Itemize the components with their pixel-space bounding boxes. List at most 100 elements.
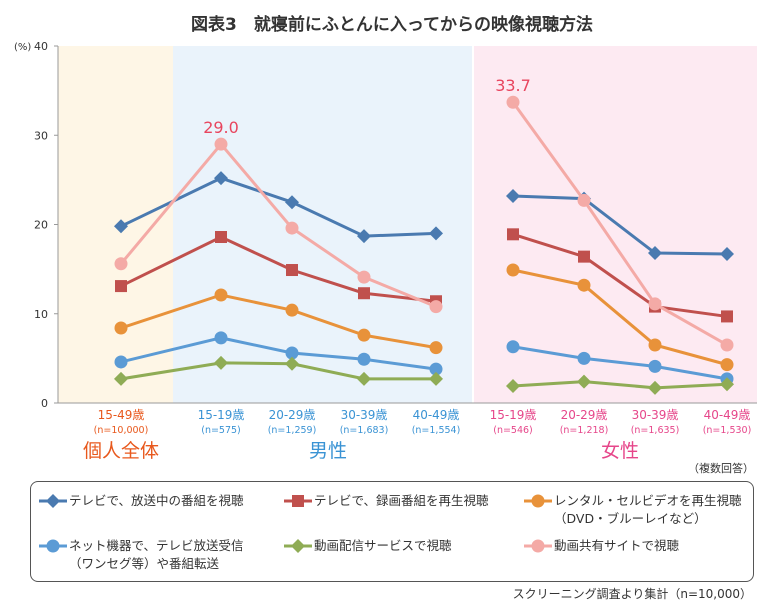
data-point	[577, 193, 591, 207]
x-tick-n: (n=10,000)	[94, 425, 149, 436]
data-point	[285, 346, 299, 360]
data-point	[506, 188, 520, 203]
legend-marker-icon	[284, 495, 312, 507]
data-label: 29.0	[203, 118, 239, 137]
data-point	[648, 246, 662, 261]
y-tick-label: 20	[34, 219, 48, 232]
data-point	[429, 371, 443, 386]
x-tick-label: 15-19歳	[198, 408, 245, 422]
data-point	[214, 355, 228, 370]
data-point	[648, 297, 662, 311]
legend-label: レンタル・セルビデオを再生視聴 （DVD・ブルーレイなど）	[554, 493, 742, 526]
legend-marker-icon	[39, 494, 67, 508]
chart-title: 図表3 就寝前にふとんに入ってからの映像視聴方法	[191, 15, 593, 35]
series-line	[512, 345, 728, 381]
series-line	[512, 232, 728, 318]
series-2	[114, 263, 734, 372]
data-point	[578, 250, 590, 263]
data-point	[648, 338, 662, 352]
data-point	[291, 539, 305, 553]
x-tick-n: (n=1,683)	[340, 425, 389, 436]
x-tick-label: 20-29歳	[561, 408, 608, 422]
data-point	[531, 539, 545, 553]
data-point	[286, 264, 298, 277]
data-point	[720, 338, 734, 352]
data-point	[114, 321, 128, 335]
legend-item: レンタル・セルビデオを再生視聴 （DVD・ブルーレイなど）	[524, 492, 742, 528]
y-tick-label: 0	[41, 397, 48, 410]
data-point	[357, 270, 371, 284]
data-point	[648, 359, 662, 373]
data-point	[358, 287, 370, 300]
data-point	[285, 221, 299, 235]
x-tick-label: 15-19歳	[490, 408, 537, 422]
legend-item: 動画共有サイトで視聴	[524, 537, 679, 555]
group-label: 女性	[601, 440, 639, 462]
data-point	[577, 351, 591, 365]
data-label: 33.7	[495, 76, 531, 95]
legend-label: ネット機器で、テレビ放送受信 （ワンセグ等）や番組転送	[69, 538, 244, 571]
y-unit: (%)	[14, 42, 31, 53]
data-point	[507, 228, 519, 241]
legend: テレビで、放送中の番組を視聴 テレビで、録画番組を再生視聴 レンタル・セルビデオを再…	[30, 481, 754, 582]
data-point	[114, 355, 128, 369]
y-tick-label: 40	[34, 40, 48, 53]
x-tick-n: (n=1,530)	[703, 425, 752, 436]
legend-label: 動画共有サイトで視聴	[554, 538, 680, 553]
data-point	[429, 362, 443, 376]
series-line	[512, 194, 728, 256]
data-point	[429, 341, 443, 355]
legend-item: 動画配信サービスで視聴	[284, 537, 452, 555]
legend-marker-icon	[524, 539, 552, 553]
data-point	[506, 95, 520, 109]
data-point	[429, 226, 443, 241]
data-point	[357, 371, 371, 386]
data-point	[357, 229, 371, 244]
x-tick-label: 40-49歳	[704, 408, 751, 422]
y-tick-label: 10	[34, 308, 48, 321]
x-tick-n: (n=1,635)	[631, 425, 680, 436]
x-tick-n: (n=1,554)	[412, 425, 461, 436]
data-point	[506, 379, 520, 394]
x-tick-label: 15-49歳	[98, 408, 145, 422]
data-point	[577, 374, 591, 389]
legend-label: 動画配信サービスで視聴	[314, 538, 452, 553]
data-point	[46, 539, 60, 553]
source-note: スクリーニング調査より集計（n=10,000）	[512, 587, 752, 601]
series-line	[512, 268, 728, 367]
data-point	[214, 171, 228, 186]
series-line	[512, 380, 728, 390]
data-point	[215, 230, 227, 243]
data-point	[720, 246, 734, 261]
data-point	[506, 263, 520, 277]
x-tick-n: (n=1,218)	[560, 425, 609, 436]
data-point	[46, 494, 60, 508]
legend-label: テレビで、録画番組を再生視聴	[314, 493, 489, 508]
data-point	[429, 300, 443, 314]
legend-item: ネット機器で、テレビ放送受信 （ワンセグ等）や番組転送	[39, 537, 244, 573]
data-point	[114, 219, 128, 234]
series-4	[114, 355, 734, 395]
data-point	[720, 377, 734, 392]
data-point	[214, 137, 228, 151]
data-point	[357, 328, 371, 342]
data-point	[292, 495, 304, 507]
multi-answer-note: （複数回答）	[688, 462, 754, 475]
data-point	[285, 195, 299, 210]
data-point	[214, 288, 228, 302]
data-point	[285, 303, 299, 317]
x-tick-label: 40-49歳	[413, 408, 460, 422]
legend-marker-icon	[524, 494, 552, 508]
x-tick-n: (n=575)	[201, 425, 241, 436]
legend-marker-icon	[39, 539, 67, 553]
x-tick-n: (n=1,259)	[268, 425, 317, 436]
plot-area: 0 10 20 30 40(%) 15-49歳 (n=10,000) 個人全体 15-19歳 (n…	[14, 40, 757, 462]
group-label: 男性	[309, 440, 347, 462]
data-point	[721, 310, 733, 323]
data-point	[214, 331, 228, 345]
x-tick-label: 20-29歳	[269, 408, 316, 422]
data-point	[506, 340, 520, 354]
data-point	[285, 356, 299, 371]
legend-label: テレビで、放送中の番組を視聴	[69, 493, 244, 508]
